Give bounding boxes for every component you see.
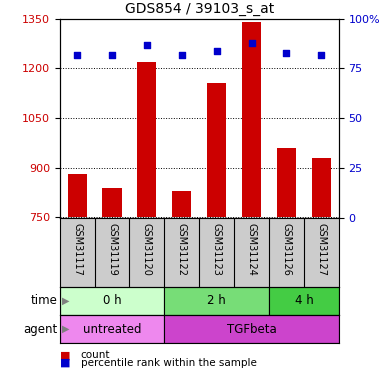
Text: 4 h: 4 h [295, 294, 313, 307]
Title: GDS854 / 39103_s_at: GDS854 / 39103_s_at [125, 2, 274, 16]
Text: GSM31122: GSM31122 [177, 223, 187, 276]
Point [144, 42, 150, 48]
Bar [207, 83, 226, 218]
Text: 2 h: 2 h [207, 294, 226, 307]
Text: TGFbeta: TGFbeta [227, 322, 276, 336]
Text: time: time [31, 294, 58, 307]
Bar [60, 315, 164, 343]
Text: GSM31126: GSM31126 [281, 223, 291, 276]
Text: 0 h: 0 h [103, 294, 121, 307]
Text: GSM31127: GSM31127 [316, 223, 326, 276]
Point [214, 48, 220, 54]
Text: ▶: ▶ [62, 296, 69, 306]
Bar [277, 148, 296, 217]
Text: GSM31123: GSM31123 [212, 223, 222, 276]
Text: untreated: untreated [83, 322, 141, 336]
Point [74, 51, 80, 57]
Text: ▶: ▶ [62, 324, 69, 334]
Point [283, 50, 290, 55]
Text: agent: agent [23, 322, 58, 336]
Text: GSM31117: GSM31117 [72, 223, 82, 276]
Text: percentile rank within the sample: percentile rank within the sample [81, 358, 257, 368]
Bar [172, 191, 191, 217]
Bar [164, 315, 339, 343]
Point [318, 51, 325, 57]
Text: GSM31120: GSM31120 [142, 223, 152, 276]
Text: count: count [81, 351, 110, 360]
Bar [102, 188, 122, 218]
Bar [164, 287, 269, 315]
Bar [60, 287, 164, 315]
Text: ■: ■ [60, 358, 70, 368]
Bar [312, 158, 331, 218]
Text: GSM31119: GSM31119 [107, 223, 117, 276]
Point [248, 40, 254, 46]
Point [179, 51, 185, 57]
Text: ■: ■ [60, 351, 70, 360]
Bar [137, 62, 156, 217]
Text: GSM31124: GSM31124 [246, 223, 256, 276]
Bar [242, 22, 261, 217]
Bar [269, 287, 339, 315]
Point [109, 51, 115, 57]
Bar [67, 174, 87, 217]
